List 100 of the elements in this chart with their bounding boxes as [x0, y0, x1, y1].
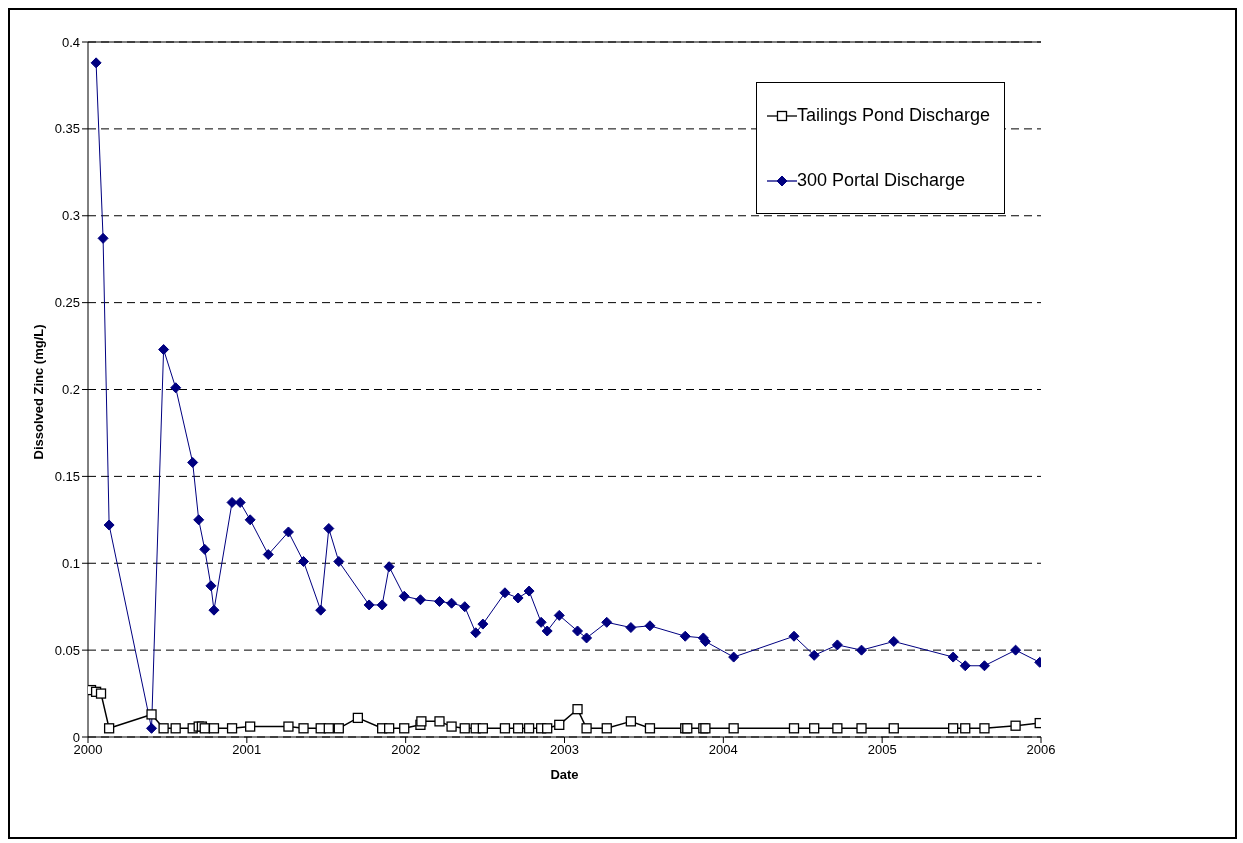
point [728, 651, 740, 663]
x-tick-label: 2003 [550, 742, 579, 758]
point [535, 616, 547, 628]
point [679, 630, 691, 642]
point [979, 723, 990, 734]
x-tick-label: 2005 [867, 742, 897, 758]
point [434, 716, 445, 727]
point [399, 723, 410, 734]
point [170, 382, 182, 394]
point [158, 723, 169, 734]
point [856, 644, 868, 656]
x-axis-title: Date [550, 767, 579, 782]
point [788, 630, 800, 642]
y-tick-label: 0.4 [61, 34, 80, 50]
point [470, 627, 482, 639]
point [499, 587, 511, 599]
point [103, 519, 115, 531]
point [856, 723, 867, 734]
point [90, 57, 102, 69]
y-tick-label: 0.2 [61, 382, 80, 398]
point [226, 496, 238, 508]
point [948, 723, 959, 734]
point [541, 625, 553, 637]
point [831, 639, 843, 651]
point [282, 526, 294, 538]
point [644, 620, 656, 632]
point [832, 723, 843, 734]
point [333, 556, 345, 568]
point [446, 721, 457, 732]
point [376, 599, 388, 611]
point [459, 601, 471, 613]
point [384, 723, 395, 734]
point [205, 580, 217, 592]
point [601, 616, 613, 628]
point [888, 635, 900, 647]
point [512, 723, 524, 734]
point [601, 723, 612, 734]
point [283, 721, 294, 732]
point [523, 585, 535, 597]
point [978, 660, 990, 672]
point [625, 716, 637, 727]
point [245, 721, 256, 732]
point [809, 723, 820, 734]
point [146, 709, 157, 720]
point [298, 723, 309, 734]
point [523, 723, 535, 734]
point [383, 561, 395, 573]
point [323, 523, 335, 534]
y-axis-title: Dissolved Zinc (mg/L) [30, 324, 46, 460]
point [808, 649, 820, 661]
point [226, 723, 238, 734]
point [477, 618, 489, 630]
y-tick-label: 0 [72, 729, 80, 745]
point [1010, 644, 1022, 656]
point [103, 723, 115, 734]
y-tick-label: 0.15 [54, 468, 80, 484]
point [888, 723, 899, 734]
point [262, 549, 274, 561]
point [434, 595, 445, 607]
point [234, 496, 246, 508]
x-tick-label: 2001 [232, 742, 262, 758]
point [298, 556, 310, 568]
point [333, 723, 344, 734]
y-tick-label: 0.35 [54, 121, 80, 137]
point [728, 723, 739, 734]
y-tick-label: 0.25 [54, 295, 80, 311]
point [959, 660, 971, 672]
point [199, 543, 211, 555]
point [352, 712, 364, 724]
y-tick-label: 0.1 [61, 555, 80, 571]
point [947, 651, 959, 663]
point [1010, 720, 1021, 731]
point [512, 592, 524, 604]
point [553, 609, 565, 621]
x-tick-label: 2006 [1026, 742, 1056, 758]
point [208, 604, 220, 616]
point [644, 723, 656, 734]
point [477, 723, 489, 734]
point [788, 723, 800, 734]
point [158, 344, 170, 356]
point [625, 622, 637, 634]
point [572, 704, 583, 715]
point [446, 597, 458, 609]
point [95, 688, 107, 699]
point [581, 632, 593, 644]
y-tick-label: 0.05 [54, 642, 80, 658]
point [244, 514, 256, 526]
point [499, 723, 511, 734]
point [208, 723, 220, 734]
x-tick-label: 2004 [708, 742, 738, 758]
point [459, 723, 470, 734]
point [542, 723, 553, 734]
point [363, 599, 375, 611]
point [315, 604, 327, 616]
point [960, 723, 971, 734]
point [572, 625, 584, 637]
legend-label: 300 Portal Discharge [796, 170, 965, 191]
point [554, 719, 565, 730]
point [170, 723, 181, 734]
point [414, 594, 426, 606]
